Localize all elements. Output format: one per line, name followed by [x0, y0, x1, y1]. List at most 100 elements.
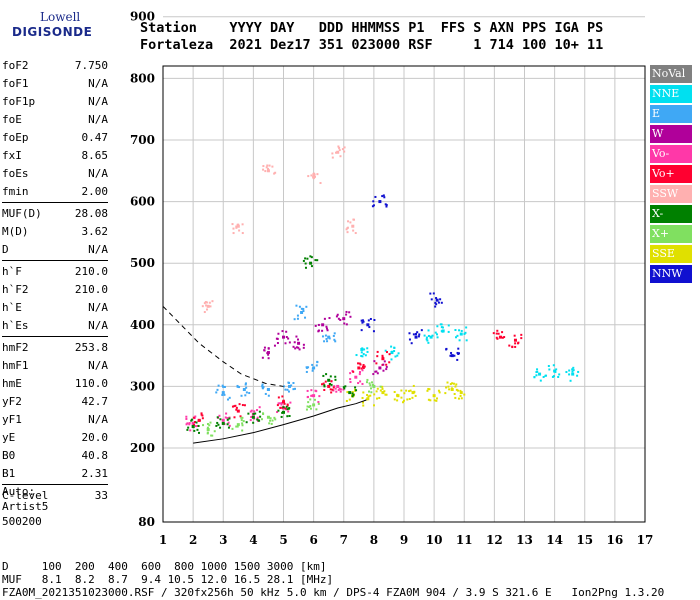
data-point-trace: [216, 388, 219, 391]
param-label: B1: [2, 467, 16, 480]
data-point-trace: [269, 417, 272, 420]
data-point-trace: [463, 393, 466, 396]
data-point-trace: [425, 338, 428, 341]
data-point-trace: [344, 385, 347, 388]
param-row: foE N/A: [2, 111, 108, 129]
data-point-trace: [336, 313, 339, 316]
data-point-trace: [454, 329, 457, 332]
data-point-trace: [385, 365, 388, 368]
data-point-trace: [308, 406, 311, 409]
data-point-trace: [206, 308, 209, 311]
profile-line-solid: [193, 399, 367, 444]
data-point-trace: [571, 370, 574, 373]
data-point-trace: [381, 354, 384, 357]
data-point-trace: [219, 418, 222, 421]
data-point-trace: [325, 373, 328, 376]
legend-item: SSE: [650, 245, 692, 263]
data-point-trace: [253, 410, 256, 413]
param-row: B0 40.8: [2, 447, 108, 465]
logo-lowell-text: Lowell: [40, 10, 81, 24]
legend-item: Vo+: [650, 165, 692, 183]
data-point-trace: [427, 398, 430, 401]
data-point-trace: [571, 368, 574, 371]
data-point-trace: [363, 348, 366, 351]
data-point: [327, 335, 331, 339]
data-point-trace: [436, 325, 439, 328]
param-value: N/A: [88, 301, 108, 314]
plot-frame: [162, 65, 646, 523]
data-point-trace: [215, 391, 218, 394]
data-point-trace: [390, 358, 393, 361]
data-point-trace: [514, 345, 517, 348]
data-point-trace: [554, 370, 557, 373]
data-point-trace: [302, 310, 305, 313]
data-point-trace: [323, 385, 326, 388]
data-point-trace: [381, 195, 384, 198]
data-point-trace: [263, 346, 266, 349]
auto-program: Artist5: [2, 500, 49, 513]
data-point-trace: [361, 369, 364, 372]
data-point-trace: [326, 329, 329, 332]
data-point-trace: [381, 356, 384, 359]
data-point-trace: [305, 408, 308, 411]
param-row: h`E N/A: [2, 299, 108, 317]
param-divider: [2, 336, 108, 337]
data-point-trace: [359, 380, 362, 383]
data-point-trace: [228, 424, 231, 427]
data-point-trace: [262, 386, 265, 389]
data-point: [354, 375, 358, 379]
data-point: [309, 261, 313, 265]
data-point-trace: [258, 406, 261, 409]
data-point-trace: [310, 256, 313, 259]
param-value: 2.00: [81, 185, 109, 198]
data-point-trace: [351, 395, 354, 398]
data-point-trace: [450, 351, 453, 354]
data-point-trace: [292, 388, 295, 391]
data-point-trace: [361, 321, 364, 324]
data-point-trace: [314, 389, 317, 392]
data-point-trace: [417, 335, 420, 338]
data-point-trace: [317, 401, 320, 404]
param-row: foF2 7.750: [2, 57, 108, 75]
data-point: [571, 372, 575, 376]
data-point-trace: [211, 434, 214, 437]
legend-item: NoVal: [650, 65, 692, 83]
data-point-trace: [338, 149, 341, 152]
data-point-trace: [345, 313, 348, 316]
data-point-trace: [383, 360, 386, 363]
data-point-trace: [337, 145, 340, 148]
data-point: [411, 391, 415, 395]
data-point-trace: [195, 421, 198, 424]
data-point-trace: [333, 338, 336, 341]
data-point-trace: [318, 395, 321, 398]
param-label: h`F2: [2, 283, 29, 296]
data-point-trace: [293, 341, 296, 344]
data-point-trace: [315, 364, 318, 367]
param-row: h`F2 210.0: [2, 281, 108, 299]
data-point-trace: [383, 196, 386, 199]
data-point-trace: [286, 388, 289, 391]
data-point-trace: [431, 334, 434, 337]
data-point-trace: [268, 422, 271, 425]
param-label: M(D): [2, 225, 29, 238]
data-point-trace: [217, 384, 220, 387]
data-point: [342, 317, 346, 321]
param-label: foE: [2, 113, 22, 126]
data-point-trace: [190, 418, 193, 421]
data-point-trace: [427, 329, 430, 332]
data-point-trace: [452, 382, 455, 385]
data-point-trace: [306, 396, 309, 399]
data-point-trace: [536, 370, 539, 373]
data-point: [297, 341, 301, 345]
data-point-trace: [281, 395, 284, 398]
data-point-trace: [369, 384, 372, 387]
data-point-trace: [339, 388, 342, 391]
data-point-trace: [226, 423, 229, 426]
param-value: N/A: [88, 319, 108, 332]
data-point-trace: [339, 318, 342, 321]
x-tick-label: 6: [309, 533, 317, 547]
data-point-trace: [228, 396, 231, 399]
data-point-trace: [376, 387, 379, 390]
legend-item: NNW: [650, 265, 692, 283]
data-point: [312, 175, 316, 179]
